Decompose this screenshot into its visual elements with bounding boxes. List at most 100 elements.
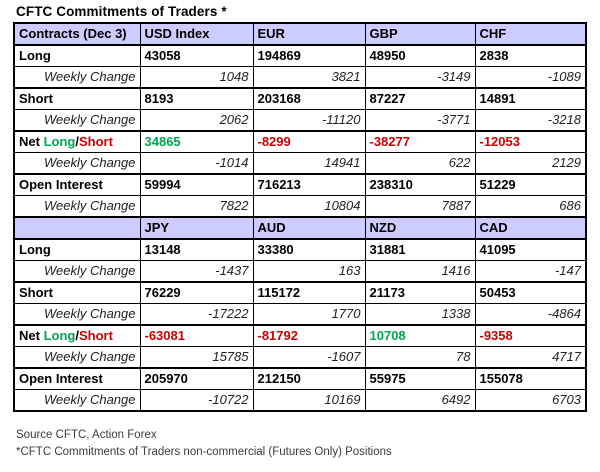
cell-value: 212150 (252, 367, 366, 390)
row-label: Short (13, 87, 141, 110)
cell-value: 13148 (139, 238, 254, 261)
cell-value: 34865 (139, 130, 254, 153)
cell-value: 14891 (474, 87, 587, 110)
cell-value: 78 (364, 346, 476, 369)
row-label-part: Net (19, 328, 44, 343)
cell-value: 87227 (364, 87, 476, 110)
cell-value: 163 (252, 260, 366, 283)
cell-value: -1607 (252, 346, 366, 369)
row-label-part: Short (78, 134, 113, 149)
cell-value: -3771 (364, 109, 476, 132)
table-row: Weekly Change -17222 1770 1338 -4864 (13, 303, 587, 326)
cell-value: -9358 (474, 324, 587, 347)
column-header: CAD (474, 216, 587, 240)
cell-value: -81792 (252, 324, 366, 347)
cell-value: 43058 (139, 44, 254, 67)
table-row: Weekly Change 1048 3821 -3149 -1089 (13, 66, 587, 89)
cell-value: -11120 (252, 109, 366, 132)
table-row: Weekly Change 2062 -11120 -3771 -3218 (13, 109, 587, 132)
row-label: Weekly Change (13, 152, 141, 175)
cell-value: 2129 (474, 152, 587, 175)
cell-value: -1014 (139, 152, 254, 175)
row-label: Long (13, 238, 141, 261)
row-header-column-title (13, 216, 141, 240)
row-label: Net Long/Short (13, 324, 141, 347)
table-row: Weekly Change -10722 10169 6492 6703 (13, 389, 587, 412)
table-row: Net Long/Short -63081 -81792 10708 -9358 (13, 324, 587, 347)
cell-value: 1048 (139, 66, 254, 89)
table-row: Weekly Change -1437 163 1416 -147 (13, 260, 587, 283)
table-row: Weekly Change 7822 10804 7887 686 (13, 195, 587, 218)
row-label: Weekly Change (13, 346, 141, 369)
column-header: GBP (364, 22, 476, 46)
cell-value: 205970 (139, 367, 254, 390)
cell-value: -1089 (474, 66, 587, 89)
table-row: Weekly Change -1014 14941 622 2129 (13, 152, 587, 175)
row-label: Weekly Change (13, 66, 141, 89)
table-row: Net Long/Short 34865 -8299 -38277 -12053 (13, 130, 587, 153)
cell-value: 203168 (252, 87, 366, 110)
cell-value: -3149 (364, 66, 476, 89)
cell-value: -147 (474, 260, 587, 283)
row-label-part: Short (78, 328, 113, 343)
cell-value: 21173 (364, 281, 476, 304)
cell-value: 59994 (139, 173, 254, 196)
cell-value: 3821 (252, 66, 366, 89)
row-label: Weekly Change (13, 303, 141, 326)
row-label: Weekly Change (13, 109, 141, 132)
row-label: Net Long/Short (13, 130, 141, 153)
definition-note: *CFTC Commitments of Traders non-commerc… (16, 446, 392, 458)
row-label-part: / (75, 134, 79, 149)
cell-value: 2062 (139, 109, 254, 132)
cell-value: 33380 (252, 238, 366, 261)
table-row: Open Interest 205970 212150 55975 155078 (13, 367, 587, 390)
row-label: Long (13, 44, 141, 67)
cell-value: -4864 (474, 303, 587, 326)
cell-value: 55975 (364, 367, 476, 390)
row-label: Open Interest (13, 367, 141, 390)
cell-value: -12053 (474, 130, 587, 153)
page-title: CFTC Commitments of Traders * (16, 4, 227, 19)
cell-value: -8299 (252, 130, 366, 153)
cell-value: 4717 (474, 346, 587, 369)
row-label-part: Long (43, 328, 76, 343)
table-row: Open Interest 59994 716213 238310 51229 (13, 173, 587, 196)
source-note: Source CFTC, Action Forex (16, 429, 157, 441)
table-row: Short 8193 203168 87227 14891 (13, 87, 587, 110)
column-header: JPY (139, 216, 254, 240)
row-header-column-title: Contracts (Dec 3) (13, 22, 141, 46)
cell-value: -1437 (139, 260, 254, 283)
column-header: CHF (474, 22, 587, 46)
cell-value: 48950 (364, 44, 476, 67)
cell-value: 51229 (474, 173, 587, 196)
cell-value: -63081 (139, 324, 254, 347)
table-footer: Source CFTC, Action Forex *CFTC Commitme… (16, 427, 392, 461)
cell-value: -3218 (474, 109, 587, 132)
cell-value: 115172 (252, 281, 366, 304)
cell-value: 76229 (139, 281, 254, 304)
cell-value: 50453 (474, 281, 587, 304)
row-label: Weekly Change (13, 260, 141, 283)
cell-value: 622 (364, 152, 476, 175)
cell-value: 1416 (364, 260, 476, 283)
cell-value: 7822 (139, 195, 254, 218)
cell-value: 14941 (252, 152, 366, 175)
cell-value: 686 (474, 195, 587, 218)
column-header: EUR (252, 22, 366, 46)
row-label: Weekly Change (13, 389, 141, 412)
header-row: JPY AUD NZD CAD (13, 216, 587, 240)
cell-value: 10169 (252, 389, 366, 412)
cell-value: 1338 (364, 303, 476, 326)
table-row: Long 43058 194869 48950 2838 (13, 44, 587, 67)
cell-value: 10708 (364, 324, 476, 347)
cell-value: 1770 (252, 303, 366, 326)
row-label-part: Net (19, 134, 44, 149)
row-label: Weekly Change (13, 195, 141, 218)
cell-value: 31881 (364, 238, 476, 261)
table-row: Weekly Change 15785 -1607 78 4717 (13, 346, 587, 369)
cell-value: 7887 (364, 195, 476, 218)
cell-value: -10722 (139, 389, 254, 412)
column-header: USD Index (139, 22, 254, 46)
cell-value: 41095 (474, 238, 587, 261)
row-label: Open Interest (13, 173, 141, 196)
